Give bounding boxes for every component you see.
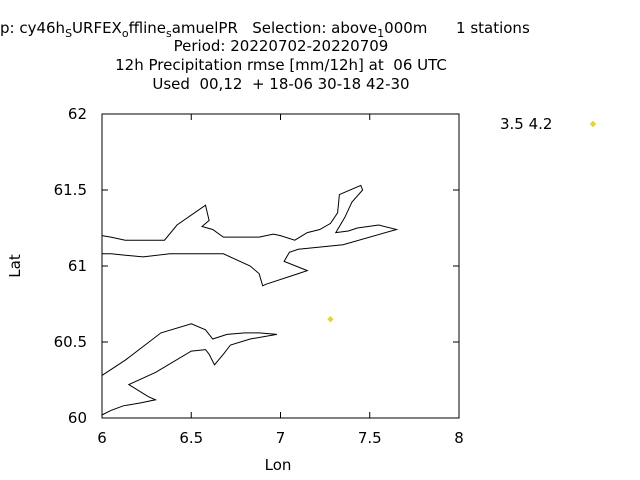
x-axis-ticks: 6 6.5 7 7.5 8 (97, 114, 464, 447)
chart-title-line4: Used 00,12 + 18-06 30-18 42-30 (152, 75, 409, 93)
y-axis-label: Lat (6, 254, 24, 278)
legend-marker-diamond (589, 120, 597, 128)
x-tick-label: 8 (454, 429, 464, 447)
coastline-1 (101, 184, 399, 287)
y-tick-label: 61 (68, 257, 87, 275)
coastline-group (101, 184, 399, 416)
data-points (327, 316, 334, 323)
legend-label: 3.5 4.2 (500, 115, 552, 133)
x-tick-label: 7 (276, 429, 286, 447)
y-tick-label: 61.5 (54, 181, 87, 199)
y-tick-label: 60 (68, 409, 87, 427)
x-tick-label: 6.5 (179, 429, 203, 447)
chart-title-line3: 12h Precipitation rmse [mm/12h] at 06 UT… (115, 56, 447, 74)
data-point (327, 316, 334, 323)
y-axis-ticks: 60 60.5 61 61.5 62 (54, 105, 459, 427)
chart-title-line1: p: cy46hSURFEXofflinesamuelPR Selection:… (0, 19, 530, 40)
legend-marker (589, 120, 597, 128)
x-tick-label: 7.5 (358, 429, 382, 447)
y-tick-label: 62 (68, 105, 87, 123)
chart-title-line2: Period: 20220702-20220709 (174, 37, 389, 55)
x-tick-label: 6 (97, 429, 107, 447)
coastline-2 (101, 323, 277, 416)
y-tick-label: 60.5 (54, 333, 87, 351)
x-axis-label: Lon (265, 456, 292, 474)
